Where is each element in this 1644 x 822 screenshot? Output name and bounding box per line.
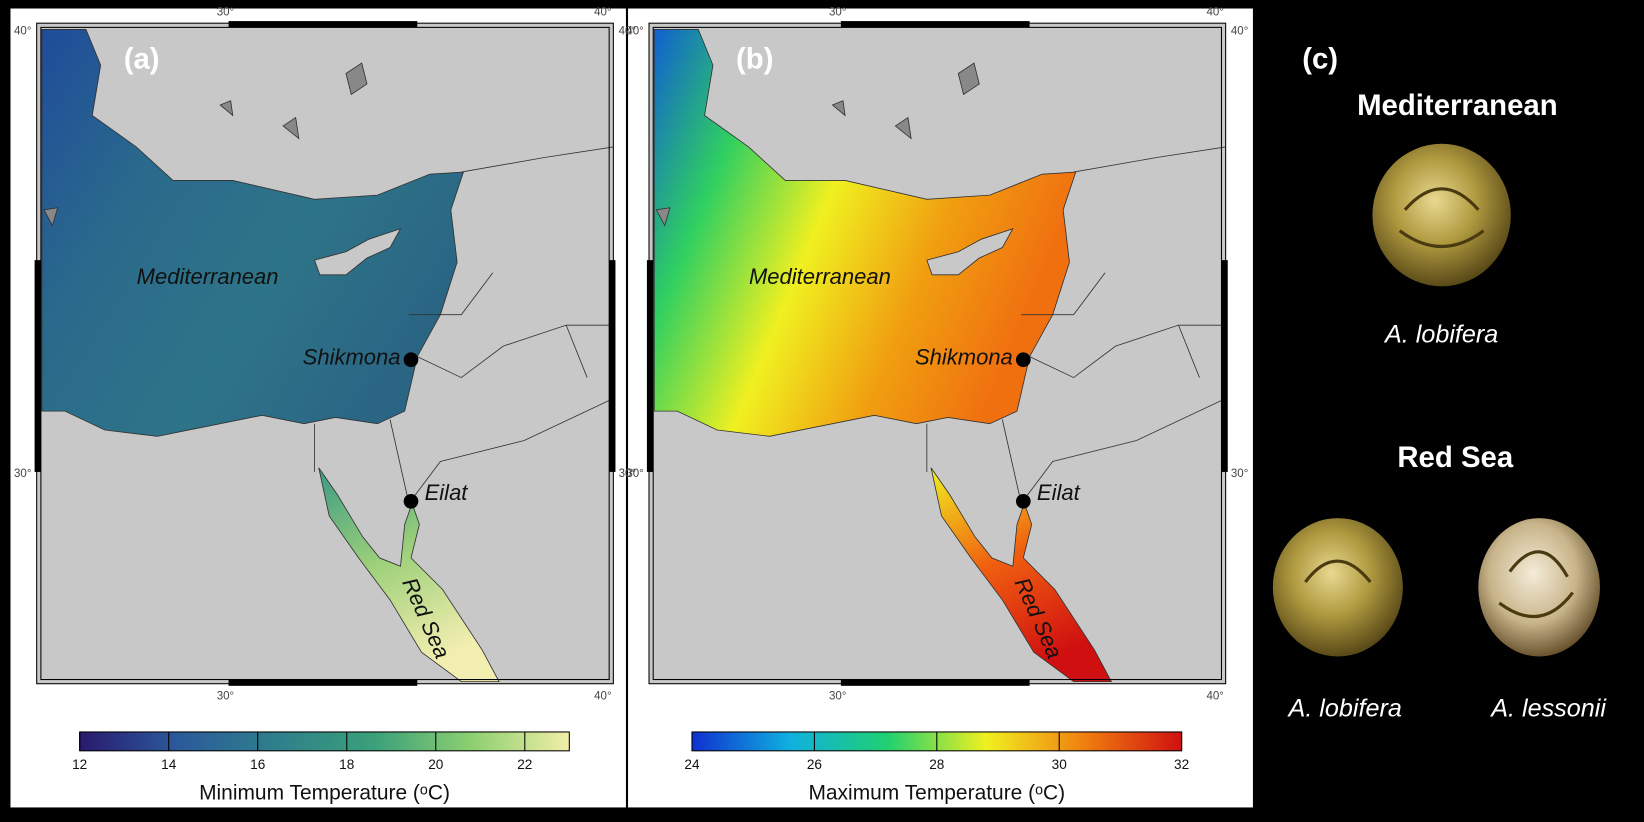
site-marker (1015, 493, 1031, 509)
frame-seg (840, 21, 1030, 28)
sea (41, 29, 465, 437)
frame-tick-label: 30° (626, 468, 643, 480)
borders (314, 146, 614, 505)
frame-tick-label: 30° (829, 7, 846, 19)
panel-label: (b) (736, 43, 773, 76)
frame-tick-label: 40° (1206, 7, 1223, 19)
frame-tick-label: 40° (626, 26, 643, 38)
frame-seg (840, 679, 1030, 686)
frame-tick-label: 40° (14, 26, 31, 38)
frame-tick-label: 40° (1206, 690, 1223, 702)
panel-label: (a) (124, 43, 160, 76)
shell-photos (1272, 143, 1600, 657)
frame-seg (34, 260, 41, 472)
group-title: Red Sea (1397, 441, 1513, 474)
colorbar-tick-label: 28 (929, 757, 944, 772)
colorbar-tick-label: 30 (1052, 757, 1068, 772)
site-marker (1015, 352, 1031, 368)
species-label: A. lessonii (1489, 695, 1607, 723)
frame-seg (228, 21, 418, 28)
colorbar-tick-label: 20 (428, 757, 444, 772)
shell-photo (1272, 518, 1403, 657)
frame-tick-label: 40° (1231, 26, 1248, 38)
frame-seg (609, 260, 616, 472)
colorbar-tick-label: 12 (72, 757, 87, 772)
shell-texture (1304, 187, 1574, 618)
species-label: A. lobifera (1287, 695, 1402, 723)
sea (318, 467, 500, 683)
shell-photo (1478, 518, 1600, 657)
island (926, 227, 1014, 276)
species-label: A. lobifera (1383, 320, 1498, 348)
island (313, 227, 402, 276)
frame-seg (228, 679, 418, 686)
frame-tick-label: 40° (594, 7, 611, 19)
site-marker (403, 493, 419, 509)
borders (926, 146, 1226, 505)
site-label: Shikmona (303, 345, 401, 370)
islands (43, 62, 368, 227)
site-label: Eilat (1037, 480, 1081, 505)
frame-seg (646, 260, 654, 472)
site-label: Shikmona (915, 345, 1013, 370)
map-panel: 30° 40° 30° 40° 40° 30° 40° 30° (b) Mediterranean… (626, 7, 1248, 703)
colorbar-tick-label: 24 (684, 757, 700, 772)
frame-tick-label: 30° (1231, 468, 1248, 480)
shell-photo (1372, 143, 1511, 287)
colorbar-tick-label: 22 (517, 757, 532, 772)
colorbar-title: Maximum Temperature (ᵒC) (808, 781, 1065, 804)
frame-tick-label: 30° (829, 690, 846, 702)
content: 30° 40°30° 40°40°30°40°30°(a)Mediterranean… (14, 7, 1607, 805)
colorbar-tick-label: 14 (161, 757, 177, 772)
colorbar-tick-label: 16 (250, 757, 265, 772)
sea (930, 467, 1113, 683)
colorbar (79, 731, 570, 752)
frame-tick-label: 30° (14, 468, 31, 480)
frame-tick-label: 30° (619, 468, 636, 480)
frame-tick-label: 40° (619, 26, 636, 38)
site-marker (403, 352, 419, 368)
map-panel: 30° 40° 30° 40° 40° 30° 40° 30° (a) Mediterranean… (14, 7, 636, 703)
sea-label: Mediterranean (137, 264, 279, 289)
colorbar-title: Minimum Temperature (ᵒC) (199, 781, 450, 804)
frame-seg (1221, 260, 1228, 472)
frame-tick-label: 30° (217, 7, 234, 19)
group-title: Mediterranean (1357, 89, 1558, 122)
frame-tick-label: 40° (594, 690, 611, 702)
colorbar-tick-label: 32 (1174, 757, 1189, 772)
islands (655, 62, 980, 227)
site-label: Eilat (425, 480, 469, 505)
panel-label: (c) (1302, 43, 1338, 76)
colorbar-tick-label: 18 (339, 757, 354, 772)
sea-label: Mediterranean (749, 264, 891, 289)
frame-tick-label: 30° (217, 690, 234, 702)
sea (653, 29, 1077, 437)
colorbar-tick-label: 26 (807, 757, 822, 772)
